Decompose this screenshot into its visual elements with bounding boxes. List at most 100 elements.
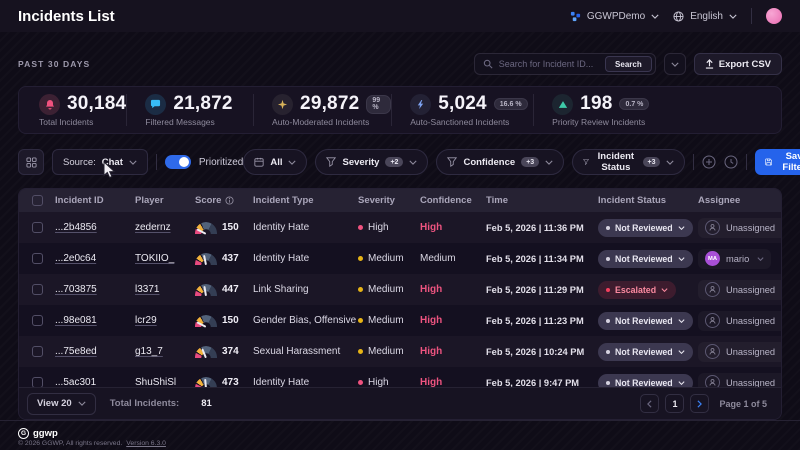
score-gauge-icon bbox=[195, 252, 217, 265]
stat-badge: 16.6 % bbox=[493, 98, 528, 110]
score-gauge-icon bbox=[195, 376, 217, 387]
severity-filter-dropdown[interactable]: Severity +2 bbox=[315, 149, 429, 175]
player-link[interactable]: g13_7 bbox=[135, 346, 163, 357]
player-link[interactable]: zedernz bbox=[135, 222, 171, 233]
status-dropdown[interactable]: Not Reviewed bbox=[598, 249, 693, 268]
row-checkbox[interactable] bbox=[31, 315, 43, 326]
bottom-bar: G ggwp © 2026 GGWP, All rights reserved.… bbox=[0, 420, 800, 450]
add-filter-button[interactable] bbox=[702, 153, 716, 171]
stat-value: 5,024 bbox=[438, 93, 487, 114]
person-icon bbox=[709, 348, 716, 355]
severity-dot bbox=[358, 349, 363, 354]
assignee-avatar bbox=[705, 220, 720, 235]
globe-icon bbox=[673, 10, 684, 22]
status-dot bbox=[606, 349, 610, 354]
source-dropdown[interactable]: Source: Chat bbox=[52, 149, 148, 175]
divider bbox=[693, 154, 695, 170]
date-filter-dropdown[interactable]: All bbox=[243, 149, 308, 175]
table-row[interactable]: ...703875 l3371 447 Link Sharing Medium … bbox=[19, 274, 781, 305]
lightning-icon bbox=[410, 93, 432, 115]
incident-id-link[interactable]: ...75e8ed bbox=[55, 346, 97, 357]
export-icon bbox=[705, 59, 713, 69]
page-size-dropdown[interactable]: View 20 bbox=[27, 392, 96, 415]
brand-name: ggwp bbox=[33, 427, 58, 439]
row-checkbox[interactable] bbox=[31, 253, 43, 264]
score-gauge-icon bbox=[195, 283, 217, 296]
player-link[interactable]: lcr29 bbox=[135, 315, 157, 326]
time-cell: Feb 5, 2026 | 11:36 PM bbox=[486, 222, 584, 233]
table-row[interactable]: ...75e8ed g13_7 374 Sexual Harassment Me… bbox=[19, 336, 781, 367]
table-row[interactable]: ...5ac301 ShuShiSl 473 Identity Hate Hig… bbox=[19, 367, 781, 387]
prioritized-toggle[interactable] bbox=[164, 155, 191, 169]
assignee-dropdown[interactable]: Unassigned bbox=[698, 218, 781, 238]
status-dropdown[interactable]: Not Reviewed bbox=[598, 342, 693, 361]
player-link[interactable]: ShuShiSl bbox=[135, 377, 177, 387]
time-cell: Feb 5, 2026 | 10:24 PM bbox=[486, 346, 585, 357]
row-checkbox[interactable] bbox=[31, 284, 43, 295]
player-link[interactable]: TOKIIO_ bbox=[135, 253, 175, 264]
incident-id-link[interactable]: ...703875 bbox=[55, 284, 97, 295]
score-value: 374 bbox=[222, 346, 239, 357]
user-avatar[interactable] bbox=[766, 8, 782, 24]
version-link[interactable]: Version 6.3.0 bbox=[126, 439, 166, 447]
source-grid-icon[interactable] bbox=[18, 149, 44, 175]
incident-id-link[interactable]: ...2e0c64 bbox=[55, 253, 97, 264]
assignee-avatar: MA bbox=[705, 251, 720, 266]
chevron-down-icon bbox=[129, 160, 137, 165]
assignee-dropdown[interactable]: Unassigned bbox=[698, 373, 781, 387]
incident-id-link[interactable]: ...98e081 bbox=[55, 315, 97, 326]
chevron-down-icon bbox=[678, 256, 685, 261]
assignee-dropdown[interactable]: MA mario bbox=[698, 249, 771, 269]
stat-value: 21,872 bbox=[173, 93, 233, 114]
assignee-dropdown[interactable]: Unassigned bbox=[698, 280, 781, 300]
org-switcher[interactable]: GGWPDemo bbox=[570, 11, 659, 22]
severity-dot bbox=[358, 318, 363, 323]
incident-type: Gender Bias, Offensive L... bbox=[253, 315, 358, 326]
divider bbox=[746, 154, 747, 170]
score-value: 473 bbox=[222, 377, 239, 387]
col-time: Time bbox=[486, 195, 509, 206]
period-label: PAST 30 DAYS bbox=[18, 59, 91, 69]
table-row[interactable]: ...2b4856 zedernz 150 Identity Hate High… bbox=[19, 212, 781, 243]
col-score: Score bbox=[195, 195, 253, 206]
calendar-icon bbox=[254, 157, 264, 167]
assignee-dropdown[interactable]: Unassigned bbox=[698, 342, 781, 362]
stat-badge: 99 % bbox=[366, 94, 392, 114]
confidence-filter-dropdown[interactable]: Confidence +3 bbox=[436, 149, 565, 175]
prev-page-button[interactable] bbox=[640, 394, 660, 413]
status-dropdown[interactable]: Not Reviewed bbox=[598, 373, 693, 387]
export-csv-button[interactable]: Export CSV bbox=[693, 53, 782, 75]
status-dropdown[interactable]: Escalated bbox=[598, 280, 677, 299]
table-row[interactable]: ...2e0c64 TOKIIO_ 437 Identity Hate Medi… bbox=[19, 243, 781, 274]
search-options-dropdown[interactable] bbox=[663, 53, 686, 75]
status-dropdown[interactable]: Not Reviewed bbox=[598, 311, 693, 330]
player-link[interactable]: l3371 bbox=[135, 284, 160, 295]
next-page-button[interactable] bbox=[690, 394, 710, 413]
save-filters-button[interactable]: Save Filters bbox=[754, 149, 800, 175]
stat-value: 30,184 bbox=[67, 93, 127, 114]
filter-history-button[interactable] bbox=[724, 153, 738, 171]
total-incidents-value: 81 bbox=[201, 398, 212, 409]
row-checkbox[interactable] bbox=[31, 346, 43, 357]
assignee-dropdown[interactable]: Unassigned bbox=[698, 311, 781, 331]
col-confidence: Confidence bbox=[420, 195, 472, 206]
current-page-button[interactable]: 1 bbox=[665, 394, 685, 413]
sparkle-icon bbox=[272, 93, 294, 115]
org-logo-icon bbox=[570, 11, 580, 21]
incident-id-link[interactable]: ...2b4856 bbox=[55, 222, 97, 233]
confidence-cell: High bbox=[420, 284, 443, 295]
chevron-down-icon bbox=[671, 62, 679, 67]
language-selector[interactable]: English bbox=[673, 11, 737, 22]
row-checkbox[interactable] bbox=[31, 222, 43, 233]
table-row[interactable]: ...98e081 lcr29 150 Gender Bias, Offensi… bbox=[19, 305, 781, 336]
status-dropdown[interactable]: Not Reviewed bbox=[598, 218, 693, 237]
row-checkbox[interactable] bbox=[31, 377, 43, 387]
search-input[interactable] bbox=[498, 59, 600, 69]
confidence-cell: High bbox=[420, 315, 443, 326]
incident-id-link[interactable]: ...5ac301 bbox=[55, 377, 97, 387]
incident-status-filter-dropdown[interactable]: Incident Status +3 bbox=[572, 149, 686, 175]
severity-dot bbox=[358, 225, 363, 230]
search-button[interactable]: Search bbox=[605, 56, 652, 72]
select-all-checkbox[interactable] bbox=[31, 195, 43, 206]
severity-cell: Medium bbox=[358, 315, 420, 326]
